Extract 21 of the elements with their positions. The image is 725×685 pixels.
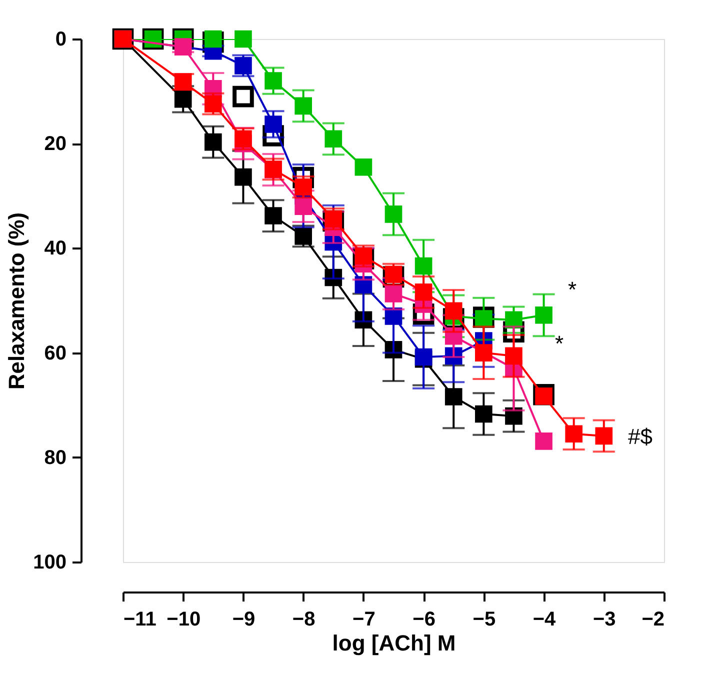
x-tick-label: −6	[412, 608, 436, 630]
y-tick-label: 0	[55, 28, 66, 50]
x-tick-label: −3	[592, 608, 616, 630]
x-axis-title: log [ACh] M	[332, 630, 456, 656]
x-tick-label: −10	[166, 608, 201, 630]
y-tick-label: 40	[44, 238, 66, 260]
x-tick-label: −7	[352, 608, 376, 630]
annotation: *	[555, 331, 564, 356]
x-tick-label: −9	[232, 608, 256, 630]
y-tick-label: 20	[44, 133, 66, 156]
x-tick-label: −2	[642, 608, 664, 630]
y-tick-label: 100	[33, 552, 66, 574]
annotation: *	[568, 277, 577, 302]
y-tick-label: 60	[44, 342, 66, 364]
annotation: #$	[628, 424, 652, 449]
x-tick-label: −5	[472, 608, 496, 630]
x-tick-label: −11	[124, 608, 156, 630]
y-axis-title: Relaxamento (%)	[4, 212, 30, 390]
x-tick-label: −8	[292, 608, 316, 630]
x-tick-label: −4	[532, 608, 557, 630]
y-tick-label: 80	[44, 446, 66, 469]
